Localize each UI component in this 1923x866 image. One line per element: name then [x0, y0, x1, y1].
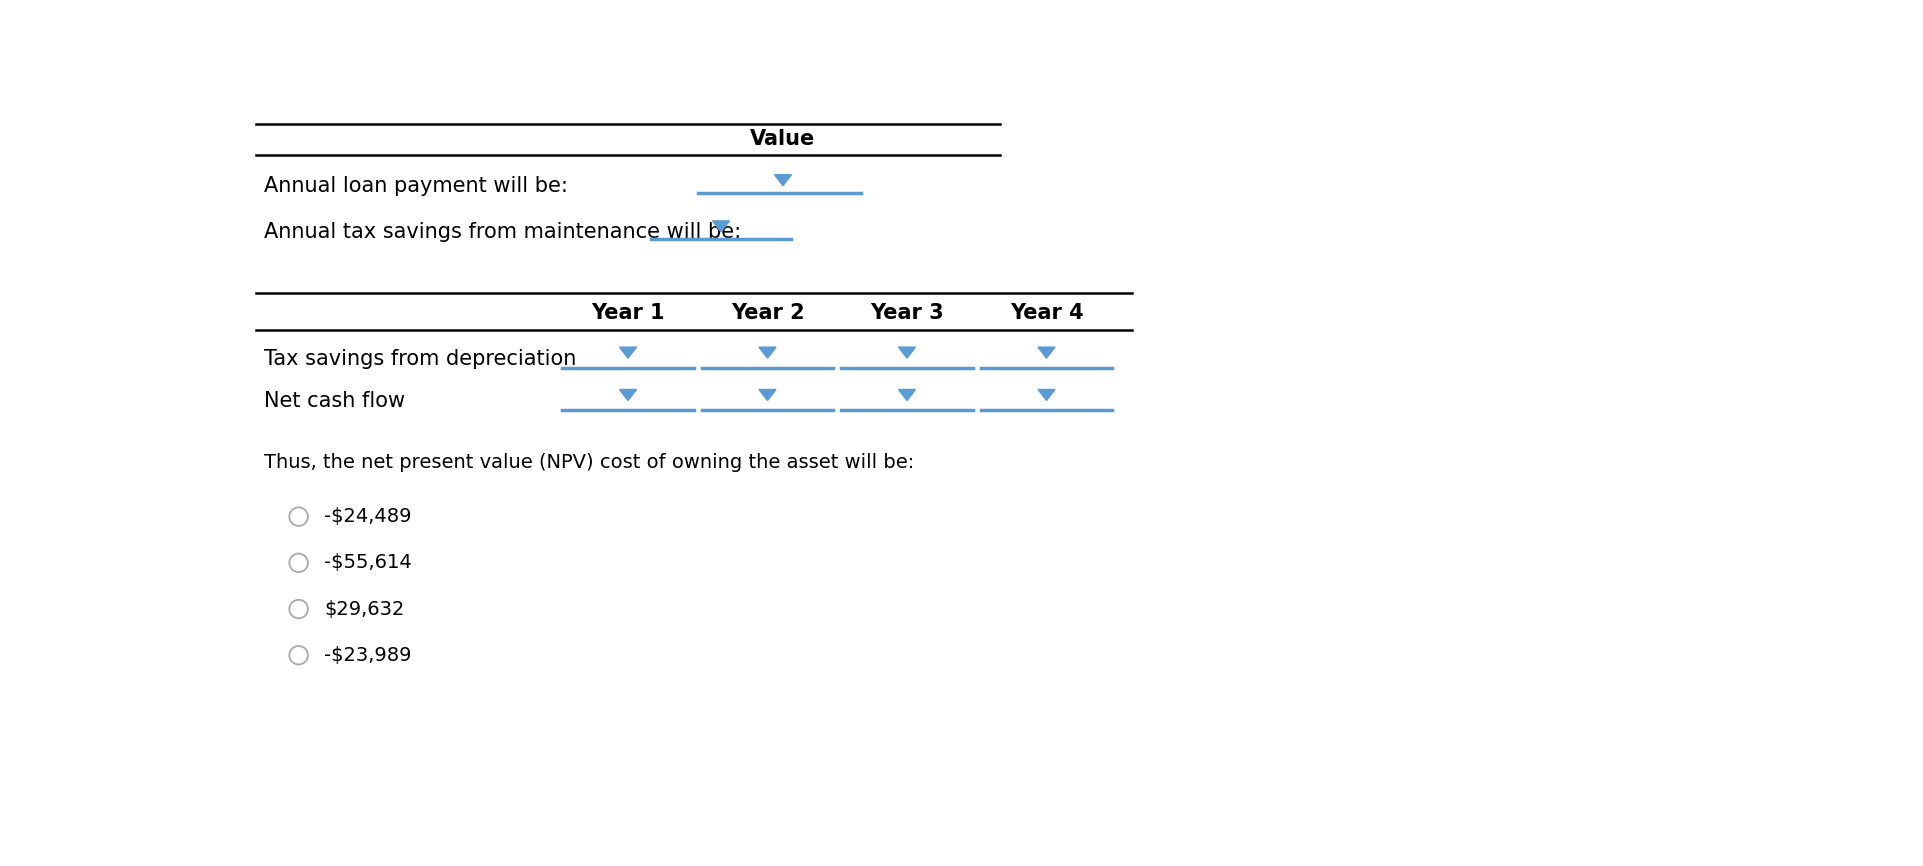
- Text: Year 4: Year 4: [1010, 302, 1083, 323]
- Text: Year 2: Year 2: [731, 302, 804, 323]
- Text: Annual tax savings from maintenance will be:: Annual tax savings from maintenance will…: [263, 222, 740, 242]
- Text: Net cash flow: Net cash flow: [263, 391, 404, 411]
- Text: Tax savings from depreciation: Tax savings from depreciation: [263, 349, 575, 369]
- Circle shape: [288, 600, 308, 618]
- Text: Annual loan payment will be:: Annual loan payment will be:: [263, 176, 567, 196]
- Text: Thus, the net present value (NPV) cost of owning the asset will be:: Thus, the net present value (NPV) cost o…: [263, 453, 913, 472]
- Text: -$24,489: -$24,489: [325, 507, 412, 527]
- Polygon shape: [1036, 390, 1054, 400]
- Polygon shape: [898, 347, 915, 359]
- Polygon shape: [1036, 347, 1054, 359]
- Text: -$55,614: -$55,614: [325, 553, 412, 572]
- Polygon shape: [898, 390, 915, 400]
- Text: -$23,989: -$23,989: [325, 646, 412, 665]
- Text: Year 1: Year 1: [590, 302, 665, 323]
- Text: $29,632: $29,632: [325, 599, 404, 618]
- Polygon shape: [775, 175, 790, 185]
- Polygon shape: [619, 347, 637, 359]
- Text: Year 3: Year 3: [869, 302, 944, 323]
- Polygon shape: [619, 390, 637, 400]
- Text: Value: Value: [750, 129, 815, 149]
- Polygon shape: [758, 390, 775, 400]
- Polygon shape: [758, 347, 775, 359]
- Polygon shape: [712, 221, 729, 232]
- Circle shape: [288, 507, 308, 526]
- Circle shape: [288, 553, 308, 572]
- Circle shape: [288, 646, 308, 664]
